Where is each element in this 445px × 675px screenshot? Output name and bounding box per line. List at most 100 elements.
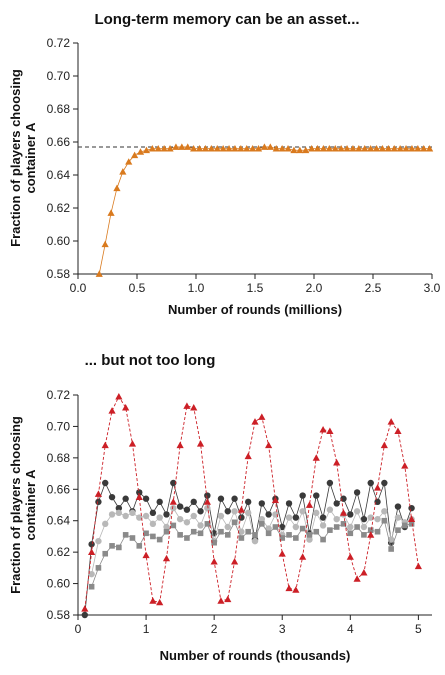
panel-2-data-point xyxy=(116,544,122,551)
panel-1-x-tick-label: 0.5 xyxy=(129,281,146,295)
panel-1-data-point xyxy=(95,270,103,277)
panel-2-data-point xyxy=(319,522,327,529)
panel-2-data-point xyxy=(177,532,183,538)
panel-2-data-point xyxy=(320,536,326,543)
panel-2-data-point xyxy=(170,522,177,529)
panel-1-data-point xyxy=(249,145,257,152)
panel-2-data-point xyxy=(109,543,115,549)
panel-2-data-point xyxy=(149,509,157,517)
panel-2-data-point xyxy=(163,528,170,535)
panel-1-data-point xyxy=(290,146,298,154)
panel-1-data-point xyxy=(154,145,162,152)
panel-1-x-tick-label: 0.0 xyxy=(70,281,87,295)
panel-2-data-point xyxy=(313,492,320,499)
panel-2-y-tick-label: 0.72 xyxy=(47,388,71,402)
panel-2-data-point xyxy=(190,403,198,411)
panel-2-data-point xyxy=(170,504,177,512)
panel-1-title: Long-term memory can be an asset... xyxy=(94,11,359,28)
panel-1-series-line xyxy=(98,146,430,275)
panel-2-data-point xyxy=(265,511,272,518)
panel-2-data xyxy=(81,392,422,619)
panel-1-data-point xyxy=(349,145,357,152)
panel-2-data-point xyxy=(388,546,394,552)
panel-2-data-point xyxy=(244,509,252,517)
panel-2-data-point xyxy=(81,611,89,619)
panel-2-data-point xyxy=(373,484,382,491)
panel-2-data-point xyxy=(162,554,171,562)
panel-1-data-point xyxy=(107,209,115,216)
panel-2-data-point xyxy=(251,537,259,545)
panel-2-data-point xyxy=(346,553,354,560)
panel-2-y-tick-label: 0.62 xyxy=(47,545,71,559)
panel-2-data-point xyxy=(230,557,239,565)
panel-2-data-point xyxy=(401,522,408,529)
panel-1-data-point xyxy=(172,143,180,150)
panel-2-data-point xyxy=(367,514,374,521)
panel-2-data-point xyxy=(271,496,280,504)
panel-2-data-point xyxy=(115,392,123,400)
panel-1-y-axis-label: Fraction of players choosingcontainer A xyxy=(8,69,38,247)
panel-2-data-point xyxy=(360,568,368,576)
panel-2-data-point xyxy=(122,532,129,538)
panel-1-x-tick-label: 1.0 xyxy=(188,281,205,295)
panel-1-data-point xyxy=(313,145,322,152)
panel-2-data-point xyxy=(210,557,218,565)
panel-2-data-point xyxy=(353,575,361,582)
panel-2-data-point xyxy=(197,522,204,529)
panel-2-data-point xyxy=(313,509,320,517)
panel-2-data-point xyxy=(293,535,299,541)
panel-1-data-point xyxy=(254,145,263,152)
panel-2-data-point xyxy=(347,530,354,537)
panel-2-data-point xyxy=(95,537,102,545)
panel-2: ... but not too long Fraction of players… xyxy=(8,352,432,663)
panel-2-data-point xyxy=(292,586,300,593)
panel-2-data-point xyxy=(196,440,205,447)
panel-2-data-point xyxy=(353,508,361,515)
panel-1-y-tick-label: 0.60 xyxy=(47,234,71,248)
panel-1-data-point xyxy=(190,145,198,152)
panel-1-y-tick-label: 0.66 xyxy=(47,135,71,149)
panel-2-data-point xyxy=(333,515,340,523)
panel-1-data-point xyxy=(266,143,274,150)
panel-1-data-point xyxy=(343,145,351,152)
panel-1-y-tick-label: 0.62 xyxy=(47,201,71,215)
panel-2-data-point xyxy=(129,509,136,517)
panel-2-data-point xyxy=(156,514,163,521)
panel-2-data-point xyxy=(285,584,293,592)
panel-2-data-point xyxy=(183,519,191,526)
panel-2-data-point xyxy=(231,519,238,526)
panel-2-data-point xyxy=(115,509,123,517)
panel-2-data-point xyxy=(190,528,197,535)
panel-2-x-tick-label: 4 xyxy=(347,622,354,636)
panel-2-data-point xyxy=(285,514,293,521)
panel-2-y-tick-label: 0.68 xyxy=(47,451,71,465)
panel-2-data-point xyxy=(136,514,143,521)
panel-2-data-point xyxy=(326,427,334,435)
panel-2-data-point xyxy=(238,528,245,535)
panel-2-y-tick-label: 0.64 xyxy=(47,514,71,528)
panel-2-data-point xyxy=(204,504,211,512)
panel-2-data-point xyxy=(102,520,109,528)
panel-2-data-point xyxy=(224,532,231,538)
panel-1-data-point xyxy=(384,145,392,152)
panel-2-data-point xyxy=(333,500,340,507)
panel-2-data-point xyxy=(306,532,313,538)
panel-1-y-tick-label: 0.58 xyxy=(47,267,71,281)
panel-1-data-point xyxy=(231,145,239,152)
panel-2-data-point xyxy=(381,479,388,487)
panel-2-data-point xyxy=(258,413,266,420)
panel-2-x-tick-label: 0 xyxy=(75,622,82,636)
panel-2-data-point xyxy=(340,521,347,527)
panel-2-data-point xyxy=(244,452,252,460)
panel-1-data-point xyxy=(408,145,416,152)
panel-2-data-point xyxy=(217,597,225,604)
panel-2-data-point xyxy=(327,527,333,533)
panel-2-data-point xyxy=(414,562,422,570)
panel-2-data-point xyxy=(272,524,279,530)
panel-2-data-point xyxy=(142,495,150,502)
panel-2-data-point xyxy=(319,514,327,521)
panel-2-data-point xyxy=(380,441,388,449)
panel-2-data-point xyxy=(251,418,259,425)
panel-1-y-tick-label: 0.70 xyxy=(47,69,71,83)
